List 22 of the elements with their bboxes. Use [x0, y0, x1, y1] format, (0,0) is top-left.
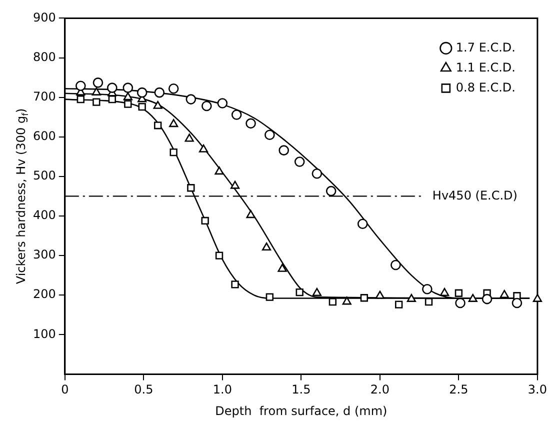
ref-line-label: Hv450 (E.C.D): [432, 188, 518, 202]
legend-label: 1.7 E.C.D.: [456, 40, 516, 54]
x-tick-label: 1.5: [292, 382, 311, 397]
y-tick-label: 200: [33, 287, 56, 302]
y-axis-title: Vickers hardness, Hv (300 gf): [14, 108, 30, 284]
y-tick-label: 800: [33, 50, 56, 64]
x-tick-label: 2.5: [449, 382, 468, 397]
legend-label: 1.1 E.C.D.: [456, 60, 516, 74]
y-tick-label: 400: [33, 208, 56, 222]
y-tick-label: 300: [33, 248, 56, 262]
x-tick-label: 3.0: [528, 382, 548, 397]
y-tick-label: 600: [33, 128, 56, 143]
x-tick-label: 1.0: [212, 382, 232, 397]
x-tick-label: 2.0: [370, 382, 390, 397]
x-axis-title: Depth from surface, d (mm): [215, 404, 388, 418]
y-tick-label: 900: [33, 10, 56, 24]
x-tick-label: 0: [61, 382, 69, 397]
y-tick-label: 100: [33, 326, 56, 341]
y-tick-label: 700: [33, 89, 56, 104]
legend-label: 0.8 E.C.D.: [456, 80, 516, 94]
y-tick-label: 500: [33, 168, 56, 183]
x-tick-label: 0.5: [134, 382, 154, 397]
